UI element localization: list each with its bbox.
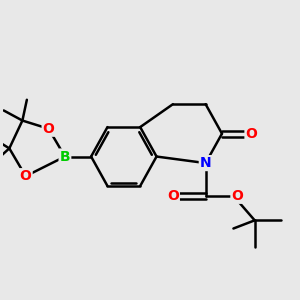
Text: B: B — [60, 149, 70, 164]
Text: O: O — [245, 127, 257, 141]
Text: O: O — [43, 122, 55, 136]
Text: O: O — [231, 189, 243, 203]
Text: N: N — [200, 156, 212, 170]
Text: O: O — [20, 169, 32, 183]
Text: O: O — [167, 189, 179, 203]
